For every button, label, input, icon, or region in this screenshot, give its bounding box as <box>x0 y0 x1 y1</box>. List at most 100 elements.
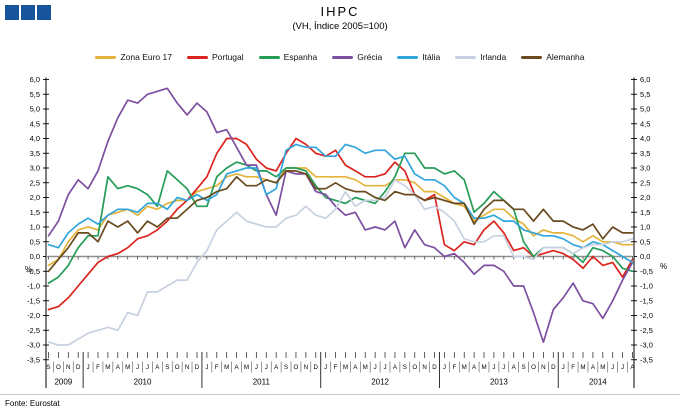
month-label: M <box>224 364 229 371</box>
legend-item-irlanda: Irlanda <box>455 52 506 62</box>
month-label: D <box>195 364 200 371</box>
chart-subtitle: (VH, Índice 2005=100) <box>292 21 388 32</box>
y-tick-label-right: 3,0 <box>640 164 650 173</box>
y-tick-label-left: 5,0 <box>30 105 40 114</box>
month-label: M <box>481 364 486 371</box>
legend-swatch <box>258 55 280 59</box>
month-label: A <box>116 364 121 371</box>
month-label: J <box>443 364 446 371</box>
month-label: M <box>343 364 348 371</box>
y-tick-label-left: -3,5 <box>27 355 40 364</box>
y-tick-label-right: -3,0 <box>640 341 653 350</box>
institution-logo <box>5 5 51 20</box>
month-label: O <box>56 364 61 371</box>
y-axis-unit-right: % <box>660 262 667 271</box>
month-label: M <box>244 364 249 371</box>
month-label: A <box>630 364 635 371</box>
month-label: J <box>621 364 624 371</box>
month-label: A <box>472 364 477 371</box>
legend-swatch <box>95 55 117 59</box>
month-label: S <box>165 364 169 371</box>
month-label: J <box>383 364 386 371</box>
month-label: N <box>66 364 70 371</box>
y-tick-label-left: 2,5 <box>30 178 40 187</box>
month-label: S <box>522 364 526 371</box>
y-tick-label-left: 6,0 <box>30 75 40 84</box>
series-line-itália <box>47 143 634 264</box>
month-label: J <box>324 364 327 371</box>
y-tick-label-left: 2,0 <box>30 193 40 202</box>
month-label: A <box>274 364 279 371</box>
y-tick-label-right: -2,5 <box>640 326 653 335</box>
month-label: J <box>502 364 505 371</box>
y-tick-label-left: 5,5 <box>30 90 40 99</box>
month-label: D <box>314 364 319 371</box>
y-tick-label-right: 2,0 <box>640 193 650 202</box>
month-label: M <box>105 364 110 371</box>
y-axis-unit-left: % <box>25 265 32 274</box>
month-label: N <box>304 364 308 371</box>
month-label: A <box>155 364 160 371</box>
legend-label: Itália <box>422 52 441 62</box>
y-tick-label-left: 0,0 <box>30 252 40 261</box>
legend-label: Irlanda <box>480 52 507 62</box>
month-label: A <box>353 364 358 371</box>
year-label: 2012 <box>371 378 389 387</box>
y-tick-label-right: 5,0 <box>640 105 650 114</box>
legend-label: Espanha <box>283 52 318 62</box>
y-tick-label-left: 1,5 <box>30 208 40 217</box>
legend-item-grécia: Grécia <box>332 52 382 62</box>
page-title: IHPC <box>320 4 360 19</box>
y-tick-label-right: -3,5 <box>640 355 653 364</box>
legend-swatch <box>455 55 477 59</box>
y-tick-label-left: -2,5 <box>27 326 40 335</box>
y-tick-label-right: -1,5 <box>640 296 653 305</box>
series-line-irlanda <box>47 178 634 346</box>
month-label: J <box>136 364 139 371</box>
month-label: J <box>492 364 495 371</box>
y-tick-label-right: 1,0 <box>640 223 650 232</box>
legend-swatch <box>332 55 354 59</box>
month-label: J <box>265 364 268 371</box>
y-tick-label-left: 3,5 <box>30 149 40 158</box>
year-label: 2010 <box>134 378 152 387</box>
month-label: J <box>146 364 149 371</box>
month-label: S <box>403 364 407 371</box>
y-tick-label-right: -1,0 <box>640 282 653 291</box>
series-line-grécia <box>47 87 634 343</box>
legend-swatch <box>397 55 419 59</box>
year-label: 2011 <box>253 378 271 387</box>
y-tick-label-right: 5,5 <box>640 90 650 99</box>
month-label: F <box>452 364 456 371</box>
month-label: J <box>87 364 90 371</box>
month-label: F <box>334 364 338 371</box>
y-tick-label-left: -2,0 <box>27 311 40 320</box>
month-label: F <box>96 364 100 371</box>
y-tick-label-left: 1,0 <box>30 223 40 232</box>
y-tick-label-left: 3,0 <box>30 164 40 173</box>
y-tick-label-right: 1,5 <box>640 208 650 217</box>
y-tick-label-right: 2,5 <box>640 178 650 187</box>
y-tick-label-left: 0,5 <box>30 237 40 246</box>
month-label: M <box>600 364 605 371</box>
y-tick-label-right: 6,0 <box>640 75 650 84</box>
month-label: D <box>76 364 81 371</box>
month-label: J <box>611 364 614 371</box>
month-label: N <box>422 364 426 371</box>
logo-square <box>21 5 35 20</box>
series-line-zona-euro-17 <box>47 167 634 267</box>
year-label: 2013 <box>490 378 508 387</box>
month-label: O <box>175 364 180 371</box>
y-tick-label-left: -1,0 <box>27 282 40 291</box>
series-line-portugal <box>47 137 634 311</box>
y-tick-label-left: -1,5 <box>27 296 40 305</box>
month-label: M <box>363 364 368 371</box>
footer-divider <box>0 394 680 395</box>
month-label: M <box>580 364 585 371</box>
y-tick-label-right: -2,0 <box>640 311 653 320</box>
y-tick-label-left: 4,0 <box>30 134 40 143</box>
legend-item-alemanha: Alemanha <box>521 52 585 62</box>
month-label: O <box>531 364 536 371</box>
month-label: F <box>571 364 575 371</box>
month-label: J <box>255 364 258 371</box>
